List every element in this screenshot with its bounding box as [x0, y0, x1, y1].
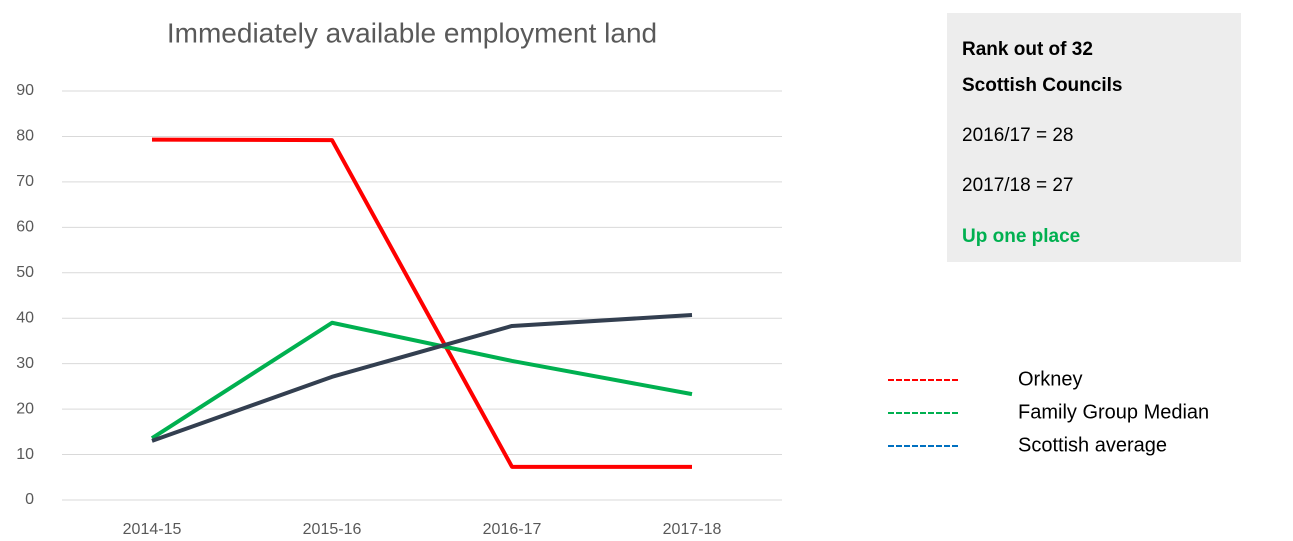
y-tick-label: 0 — [25, 491, 34, 508]
legend-label: Scottish average — [1018, 434, 1167, 456]
x-tick-label: 2016-17 — [483, 521, 542, 538]
rank-line: 2016/17 = 28 — [962, 125, 1073, 146]
rank-line: 2017/18 = 27 — [962, 175, 1073, 196]
line-series — [150, 320, 693, 440]
y-tick-label: 60 — [16, 219, 34, 236]
y-tick-label: 30 — [16, 355, 34, 372]
rank-heading: Scottish Councils — [962, 75, 1122, 96]
y-tick-label: 70 — [16, 173, 34, 190]
rank-highlight: Up one place — [962, 226, 1080, 247]
y-tick-label: 90 — [16, 82, 34, 99]
y-tick-label: 20 — [16, 400, 34, 417]
legend-label: Orkney — [1018, 368, 1082, 390]
x-tick-label: 2017-18 — [663, 521, 722, 538]
line-series — [151, 137, 692, 469]
line-series — [151, 313, 693, 443]
y-tick-label: 50 — [16, 264, 34, 281]
chart-title: Immediately available employment land — [167, 17, 657, 48]
x-tick-label: 2015-16 — [303, 521, 362, 538]
rank-box — [947, 13, 1241, 262]
rank-heading: Rank out of 32 — [962, 39, 1093, 60]
legend-label: Family Group Median — [1018, 401, 1209, 423]
x-tick-label: 2014-15 — [123, 521, 182, 538]
y-tick-label: 10 — [16, 446, 34, 463]
y-tick-label: 80 — [16, 128, 34, 145]
y-tick-label: 40 — [16, 309, 34, 326]
